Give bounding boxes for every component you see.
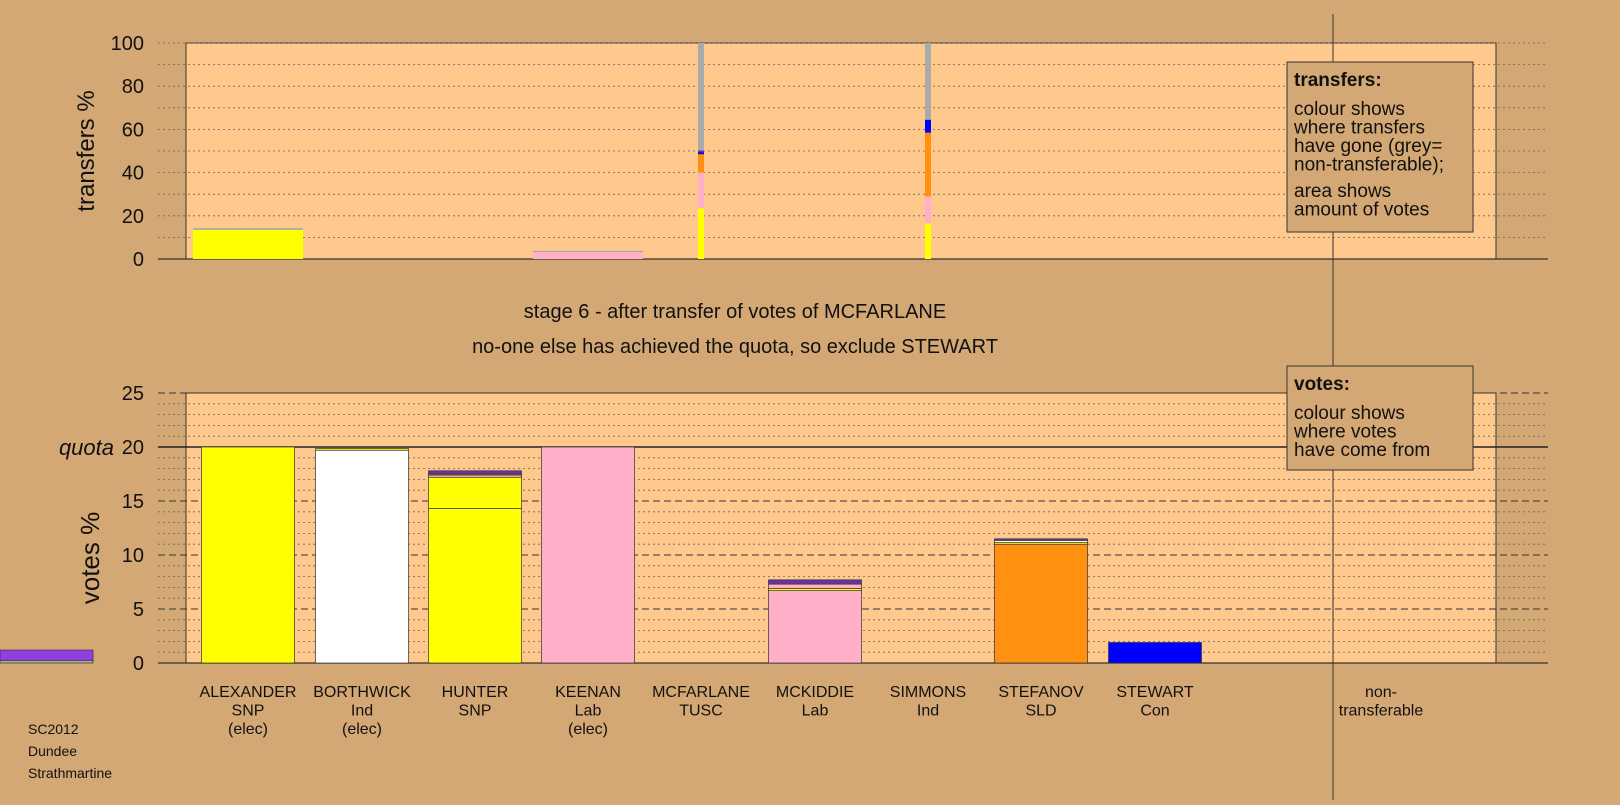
candidate-label: SNP xyxy=(459,703,492,720)
candidate-label: STEFANOV xyxy=(998,684,1084,701)
transfers-bar-segment xyxy=(698,172,704,209)
candidate-label: KEENAN xyxy=(555,684,621,701)
transfers-bar-segment xyxy=(925,43,931,120)
candidate-label: non- xyxy=(1365,684,1397,701)
candidate-label: MCKIDDIE xyxy=(776,684,854,701)
votes-bar-segment xyxy=(428,470,522,475)
candidate-label: transferable xyxy=(1339,703,1424,720)
candidate-label: (elec) xyxy=(228,721,268,738)
transfers-bar-segment xyxy=(698,154,704,173)
transfers-bar-segment xyxy=(193,228,303,230)
transfers-tick-label: 40 xyxy=(122,163,144,185)
transfers-bar-segment xyxy=(698,150,704,153)
candidate-label: (elec) xyxy=(342,721,382,738)
votes-tick-label: 0 xyxy=(133,653,144,675)
transfers-tick-label: 100 xyxy=(111,33,144,55)
transfers-tick-label: 20 xyxy=(122,206,144,228)
transfers-tick-label: 80 xyxy=(122,76,144,98)
votes-bar-segment xyxy=(994,538,1088,541)
votes-legend-line: colour shows xyxy=(1294,403,1405,424)
transfers-bar-segment xyxy=(925,132,931,197)
transfers-tick-label: 60 xyxy=(122,119,144,141)
candidate-label: SNP xyxy=(232,703,265,720)
transfers-legend-line: have gone (grey= xyxy=(1294,136,1442,157)
votes-bar-segment xyxy=(1108,642,1202,664)
stage-title: stage 6 - after transfer of votes of MCF… xyxy=(524,301,946,323)
transfers-tick-label: 0 xyxy=(133,249,144,271)
votes-tick-label: 20 xyxy=(122,437,144,459)
transfers-bar-segment xyxy=(698,208,704,259)
transfers-legend-box xyxy=(1286,61,1474,233)
transfers-bar-segment xyxy=(698,43,704,151)
transfers-axis-label: transfers % xyxy=(73,90,100,211)
candidate-label: SLD xyxy=(1025,703,1056,720)
votes-legend-line: where votes xyxy=(1293,422,1396,443)
quota-label: quota xyxy=(59,435,114,460)
transfers-legend-line: where transfers xyxy=(1293,118,1425,139)
votes-bar-segment xyxy=(994,543,1088,664)
votes-tick-label: 25 xyxy=(122,383,144,405)
votes-bar-segment xyxy=(541,446,635,664)
candidate-label: BORTHWICK xyxy=(313,684,411,701)
candidate-label: Ind xyxy=(351,703,373,720)
votes-bar-segment xyxy=(428,508,522,664)
transfers-bar-segment xyxy=(698,152,704,155)
votes-bar-segment xyxy=(0,649,94,661)
votes-tick-label: 15 xyxy=(122,491,144,513)
candidate-label: STEWART xyxy=(1116,684,1194,701)
transfers-bar-segment xyxy=(193,229,303,259)
transfers-bar-segment xyxy=(925,119,931,133)
candidate-label: MCFARLANE xyxy=(652,684,750,701)
transfers-legend-line: amount of votes xyxy=(1294,200,1429,221)
votes-bar-segment xyxy=(768,579,862,585)
transfers-bar-segment xyxy=(533,252,643,259)
candidate-label: HUNTER xyxy=(442,684,509,701)
transfers-legend-line: non-transferable); xyxy=(1294,155,1444,176)
votes-bar-segment xyxy=(768,590,862,664)
footer-election: SC2012 xyxy=(28,721,79,737)
votes-axis-label: votes % xyxy=(75,512,105,605)
votes-bar-segment xyxy=(315,448,409,451)
votes-legend-title: votes: xyxy=(1294,374,1350,395)
votes-bar-segment xyxy=(315,449,409,664)
footer-ward: Strathmartine xyxy=(28,765,113,781)
candidate-label: SIMMONS xyxy=(890,684,966,701)
candidate-label: Ind xyxy=(917,703,939,720)
votes-legend-box xyxy=(1286,365,1474,471)
candidate-label: Lab xyxy=(575,703,602,720)
transfers-bar-segment xyxy=(925,223,931,259)
votes-tick-label: 10 xyxy=(122,545,144,567)
transfers-legend-line: area shows xyxy=(1294,181,1391,202)
votes-tick-label: 5 xyxy=(133,599,144,621)
candidate-label: TUSC xyxy=(679,703,723,720)
votes-bar-segment xyxy=(768,583,862,589)
transfers-legend-line: colour shows xyxy=(1294,99,1405,120)
transfers-legend-title: transfers: xyxy=(1294,70,1382,91)
candidate-label: Lab xyxy=(802,703,829,720)
stage-subtitle: no-one else has achieved the quota, so e… xyxy=(472,336,998,358)
candidate-label: Con xyxy=(1140,703,1169,720)
votes-bar-segment xyxy=(201,446,295,664)
transfers-bar-segment xyxy=(533,250,643,253)
votes-legend-line: have come from xyxy=(1294,440,1430,461)
transfers-bar-segment xyxy=(925,196,931,224)
candidate-label: ALEXANDER xyxy=(200,684,297,701)
votes-bar-segment xyxy=(0,659,94,664)
footer-council: Dundee xyxy=(28,743,78,759)
footer-info: SC2012 Dundee Strathmartine xyxy=(28,718,112,784)
candidate-label: (elec) xyxy=(568,721,608,738)
votes-bar-segment xyxy=(428,476,522,509)
